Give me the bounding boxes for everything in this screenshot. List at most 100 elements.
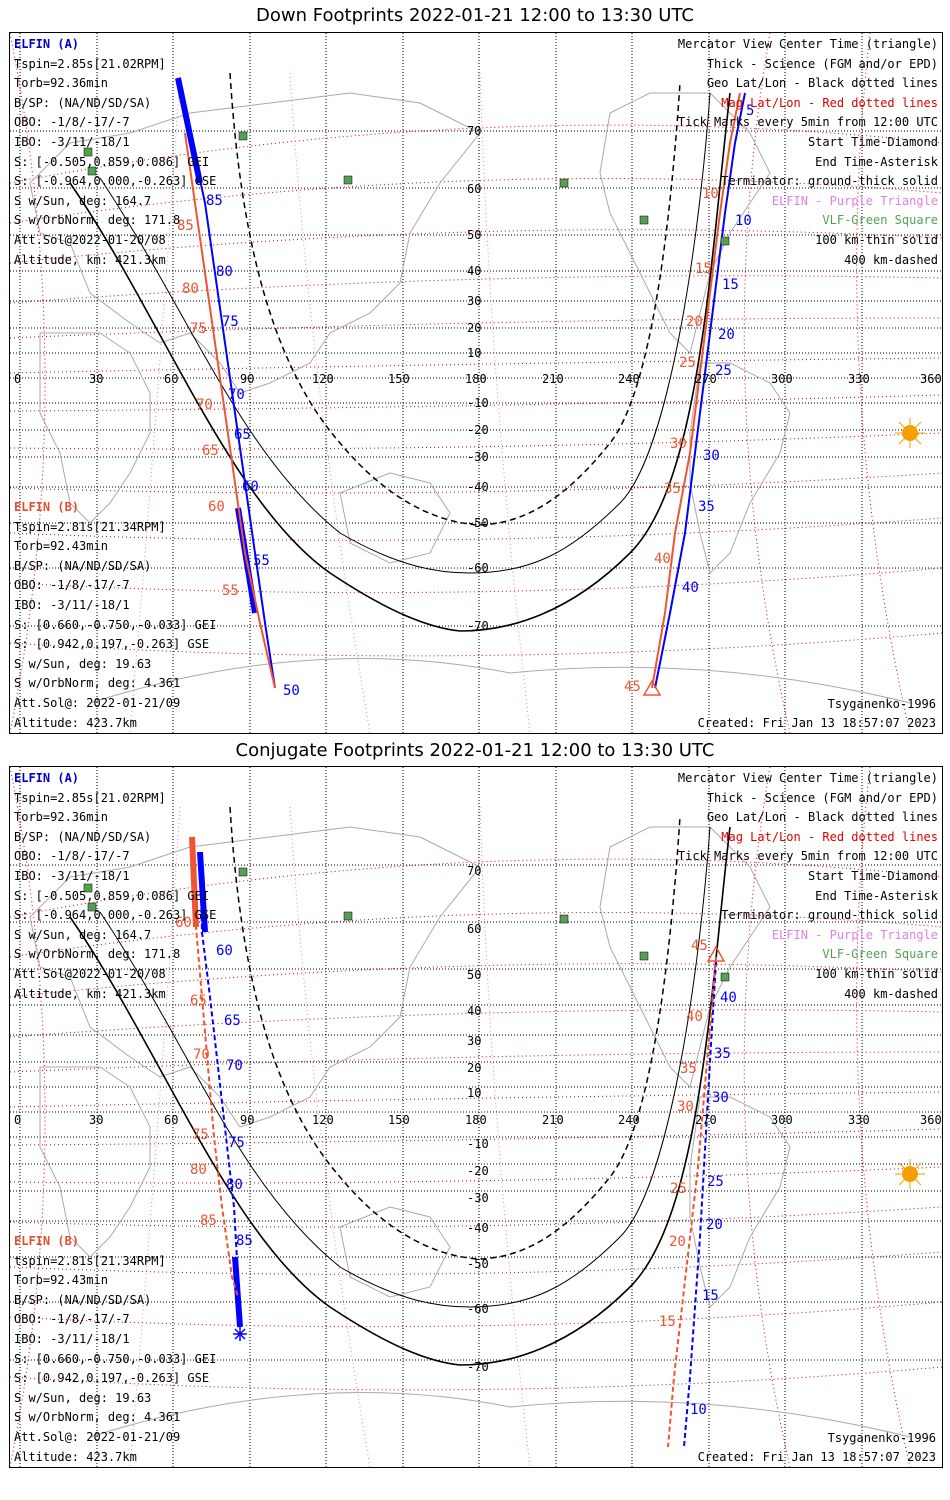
svg-text:75: 75 xyxy=(190,321,207,337)
svg-text:-30: -30 xyxy=(467,450,489,464)
elfin-b-track-1 xyxy=(184,132,276,689)
svg-text:65: 65 xyxy=(190,993,207,1009)
svg-text:55: 55 xyxy=(253,553,270,569)
svg-text:50: 50 xyxy=(283,683,300,699)
svg-text:80: 80 xyxy=(226,1177,243,1193)
svg-text:60: 60 xyxy=(164,1113,178,1127)
svg-text:120: 120 xyxy=(312,1113,334,1127)
svg-text:10: 10 xyxy=(735,213,752,229)
svg-text:0: 0 xyxy=(14,1113,21,1127)
svg-text:60: 60 xyxy=(467,182,481,196)
elfin-a-conj-track-2 xyxy=(683,961,717,1448)
svg-text:-20: -20 xyxy=(467,423,489,437)
svg-text:15: 15 xyxy=(695,261,712,277)
svg-text:50: 50 xyxy=(467,968,481,982)
svg-text:20: 20 xyxy=(718,327,735,343)
svg-text:240: 240 xyxy=(618,1113,640,1127)
lon-label-150: 150 xyxy=(388,372,410,386)
svg-text:-60: -60 xyxy=(467,561,489,575)
svg-text:-50: -50 xyxy=(467,516,489,530)
svg-text:-60: -60 xyxy=(467,1302,489,1316)
elfin-a-info: ELFIN (A) Tspin=2.85s[21.02RPM] Torb=92.… xyxy=(14,771,217,1001)
svg-text:270: 270 xyxy=(695,1113,717,1127)
svg-text:330: 330 xyxy=(848,1113,870,1127)
lon-label-240: 240 xyxy=(618,372,640,386)
geo-grid xyxy=(10,767,942,1467)
svg-text:10: 10 xyxy=(702,186,719,202)
svg-text:-40: -40 xyxy=(467,480,489,494)
svg-text:40: 40 xyxy=(467,1004,481,1018)
lon-label-300: 300 xyxy=(771,372,793,386)
svg-text:40: 40 xyxy=(686,1009,703,1025)
elfin-b-center-triangle xyxy=(642,679,662,696)
svg-text:90: 90 xyxy=(240,1113,254,1127)
svg-text:35: 35 xyxy=(680,1061,697,1077)
geo-grid xyxy=(10,33,942,733)
elfin-a-header: ELFIN (A) xyxy=(14,771,80,785)
svg-text:-20: -20 xyxy=(467,1164,489,1178)
lon-label-360: 360 xyxy=(920,372,942,386)
lat-labels: 70 60 50 40 30 20 10 -10 -20 -30 -40 -50 -60 -70 xyxy=(467,124,489,633)
created-label: Created: Fri Jan 13 18:57:07 2023 xyxy=(697,1450,936,1464)
svg-text:60: 60 xyxy=(467,922,481,936)
svg-text:75: 75 xyxy=(192,1127,209,1143)
track-b-labels: 60 65 70 75 80 85 45 40 35 30 25 20 15 xyxy=(175,915,708,1330)
coastlines xyxy=(29,92,911,704)
svg-text:30: 30 xyxy=(89,1113,103,1127)
svg-text:65: 65 xyxy=(234,427,251,443)
svg-text:40: 40 xyxy=(720,990,737,1006)
svg-text:-50: -50 xyxy=(467,1257,489,1271)
mag-grid xyxy=(10,767,942,1467)
lon-label-0: 0 xyxy=(14,372,21,386)
svg-text:35: 35 xyxy=(698,499,715,515)
svg-text:35: 35 xyxy=(664,481,681,497)
svg-text:80: 80 xyxy=(190,1162,207,1178)
elfin-b-header: ELFIN (B) xyxy=(14,1234,80,1248)
svg-text:25: 25 xyxy=(715,363,732,379)
svg-text:30: 30 xyxy=(677,1099,694,1115)
svg-text:60: 60 xyxy=(175,915,192,931)
terminator-100km xyxy=(99,92,711,574)
lon-label-90: 90 xyxy=(240,372,254,386)
lon-label-210: 210 xyxy=(542,372,564,386)
svg-text:30: 30 xyxy=(670,436,687,452)
elfin-a-end-asterisk xyxy=(233,1327,247,1341)
elfin-b-conj-track-2 xyxy=(667,956,717,1448)
svg-text:20: 20 xyxy=(467,1061,481,1075)
svg-text:40: 40 xyxy=(467,264,481,278)
panel2-map-canvas: 0 30 60 90 120 150 180 210 240 270 300 330 360 70 60 5… xyxy=(10,767,942,1467)
svg-text:30: 30 xyxy=(467,1034,481,1048)
svg-text:30: 30 xyxy=(712,1090,729,1106)
lat-labels: 70 60 50 40 30 20 10 -10 -20 -30 -40 -50 -60 -70 xyxy=(467,864,489,1374)
lon-labels: 0 30 60 90 120 150 180 210 240 270 300 330 360 xyxy=(14,372,942,386)
lon-label-180: 180 xyxy=(465,372,487,386)
panel2-map: 0 30 60 90 120 150 180 210 240 270 300 330 360 70 60 5… xyxy=(9,766,943,1468)
svg-text:25: 25 xyxy=(707,1174,724,1190)
svg-text:-10: -10 xyxy=(467,396,489,410)
elfin-a-science-1 xyxy=(175,77,203,184)
created-label: Created: Fri Jan 13 18:57:07 2023 xyxy=(697,716,936,730)
svg-text:60: 60 xyxy=(242,479,259,495)
legend: Mercator View Center Time (triangle) Thi… xyxy=(677,37,938,267)
terminator-ground xyxy=(69,92,731,632)
svg-text:25: 25 xyxy=(670,1181,687,1197)
terminator-100km xyxy=(99,826,711,1308)
svg-text:70: 70 xyxy=(467,864,481,878)
svg-text:55: 55 xyxy=(222,583,239,599)
elfin-b-conj-science-1 xyxy=(189,836,199,928)
legend: Mercator View Center Time (triangle) Thi… xyxy=(677,771,938,1001)
svg-text:360: 360 xyxy=(920,1113,942,1127)
svg-text:85: 85 xyxy=(206,193,223,209)
svg-text:10: 10 xyxy=(467,346,481,360)
svg-text:35: 35 xyxy=(714,1046,731,1062)
vlf-stations xyxy=(83,131,730,246)
svg-text:180: 180 xyxy=(465,1113,487,1127)
track-a-labels: 85 80 75 70 65 60 55 50 5 10 15 20 25 30 35 40 xyxy=(206,103,754,699)
svg-text:20: 20 xyxy=(669,1234,686,1250)
svg-text:20: 20 xyxy=(706,1217,723,1233)
svg-text:80: 80 xyxy=(216,264,233,280)
coastlines xyxy=(29,826,911,1438)
svg-text:85: 85 xyxy=(177,218,194,234)
svg-text:-40: -40 xyxy=(467,1221,489,1235)
svg-text:30: 30 xyxy=(703,448,720,464)
